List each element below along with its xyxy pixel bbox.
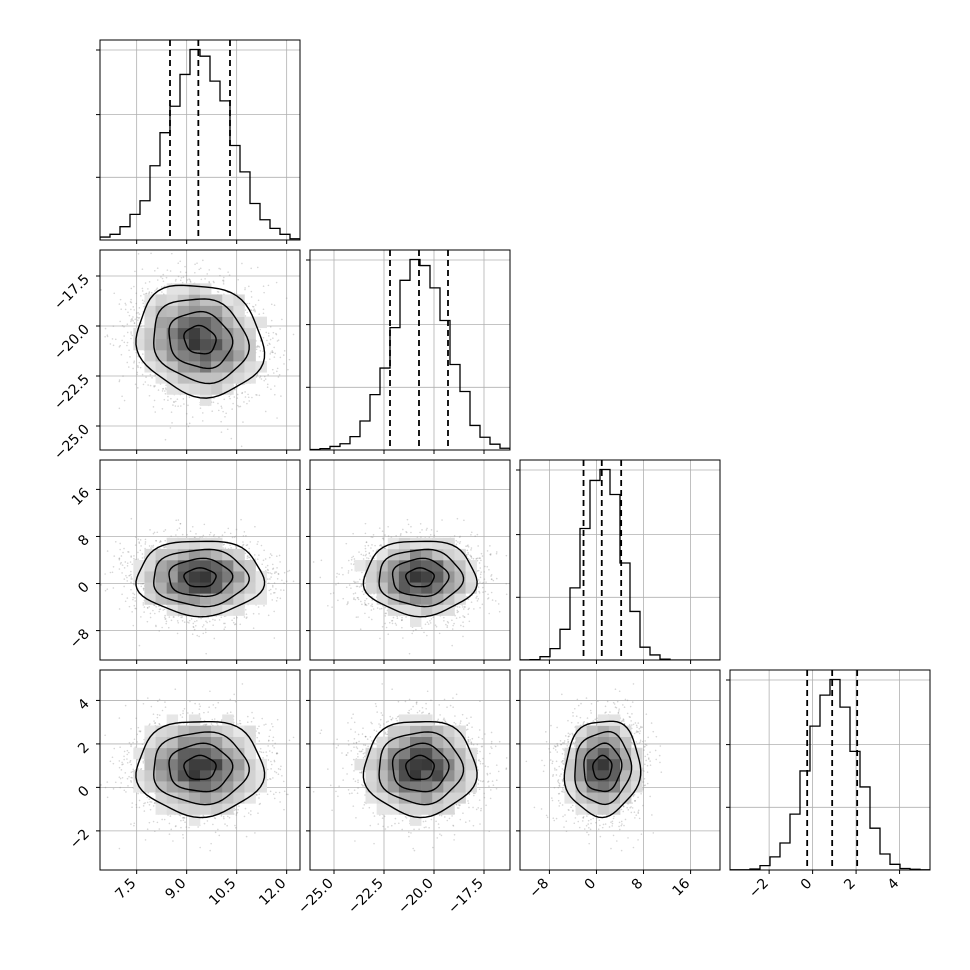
contour-3-0-3 (135, 721, 266, 819)
contour-3-0-1 (168, 742, 234, 793)
ytick-label-1-1: −22.5 (51, 372, 93, 414)
ytick-label-3-3: 4 (75, 696, 93, 714)
density-3-1 (354, 714, 477, 826)
ytick-label-2-0: −8 (67, 626, 93, 652)
contour-1-0-3 (135, 284, 266, 399)
panel-2-2 (516, 459, 721, 664)
contour-2-1-0 (405, 567, 435, 588)
contour-2-0-3 (135, 540, 266, 618)
ytick-label-2-1: 0 (75, 579, 93, 597)
xtick-label-0-3: 12.0 (256, 876, 289, 909)
xtick-label-0-2: 10.5 (206, 876, 239, 909)
panel-3-3: −2 0 2 4 (726, 669, 931, 902)
contour-1-0-0 (183, 324, 217, 355)
panel-frame-2-1 (309, 459, 511, 661)
xtick-label-3-0: −2 (746, 876, 772, 902)
contour-3-2-0 (592, 754, 613, 781)
contour-3-1-3 (362, 721, 478, 819)
panel-3-0: 7.5 9.0 10.5 12.0 −2 0 2 4 (67, 669, 301, 909)
xtick-label-2-2: 8 (629, 876, 647, 894)
contour-2-0-1 (168, 557, 234, 598)
histogram-2 (520, 468, 720, 660)
histogram-3 (730, 678, 930, 870)
histogram-1 (310, 258, 510, 450)
contour-2-0-0 (183, 567, 217, 588)
contour-2-1-1 (391, 557, 450, 598)
panel-frame-2-2 (519, 459, 721, 661)
xtick-label-1-2: −20.0 (395, 876, 437, 918)
panel-frame-3-2 (519, 669, 721, 871)
ytick-label-2-2: 8 (75, 532, 93, 550)
panel-frame-1-0 (99, 249, 301, 451)
panel-2-1 (306, 459, 511, 664)
contour-3-0-0 (183, 754, 217, 781)
panel-3-2: −8 0 8 16 (516, 669, 721, 902)
xtick-label-1-1: −22.5 (345, 876, 387, 918)
ytick-label-3-2: 2 (75, 739, 93, 757)
xtick-label-3-3: 4 (885, 875, 903, 893)
panel-frame-2-0 (99, 459, 301, 661)
contour-1-0-2 (153, 298, 250, 385)
xtick-label-3-2: 2 (841, 876, 859, 894)
contour-3-2-3 (563, 720, 642, 819)
panel-frame-0-0 (99, 39, 301, 241)
contour-3-1-1 (391, 742, 450, 793)
panel-frame-3-3 (729, 669, 931, 871)
panel-1-1 (306, 249, 511, 454)
panel-2-0: −8 0 8 16 (67, 459, 301, 664)
contour-3-2-2 (574, 730, 633, 806)
xtick-label-1-3: −17.5 (445, 876, 487, 918)
ytick-label-1-3: −17.5 (51, 272, 93, 314)
xtick-label-2-1: 0 (582, 876, 600, 894)
panel-frame-3-0 (99, 669, 301, 871)
xtick-label-2-3: 16 (669, 875, 693, 899)
xtick-label-0-0: 7.5 (112, 876, 139, 903)
panel-frame-1-1 (309, 249, 511, 451)
panel-3-1: −25.0 −22.5 −20.0 −17.5 (295, 669, 511, 918)
ytick-label-1-2: −20.0 (51, 322, 93, 364)
contour-3-2-1 (583, 742, 623, 793)
contour-2-1-3 (362, 540, 478, 618)
panel-frame-3-1 (309, 669, 511, 871)
contour-1-0-1 (168, 310, 234, 370)
contour-3-0-2 (153, 731, 250, 806)
ytick-label-3-1: 0 (75, 783, 93, 801)
xtick-label-2-0: −8 (526, 876, 552, 902)
xtick-label-3-1: 0 (798, 876, 816, 894)
density-3-2 (564, 714, 643, 815)
contour-3-1-2 (378, 731, 465, 806)
histogram-0 (100, 48, 300, 240)
ytick-label-1-0: −25.0 (51, 422, 93, 464)
contour-2-1-2 (378, 548, 465, 608)
xtick-label-0-1: 9.0 (162, 876, 189, 903)
ytick-label-2-3: 16 (69, 485, 93, 509)
xtick-label-1-0: −25.0 (295, 876, 337, 918)
panel-0-0 (96, 39, 301, 244)
ytick-label-3-0: −2 (67, 826, 93, 852)
panel-1-0: −25.0 −22.5 −20.0 −17.5 (51, 249, 301, 464)
contour-3-1-0 (405, 754, 435, 781)
contour-2-0-2 (153, 548, 250, 608)
